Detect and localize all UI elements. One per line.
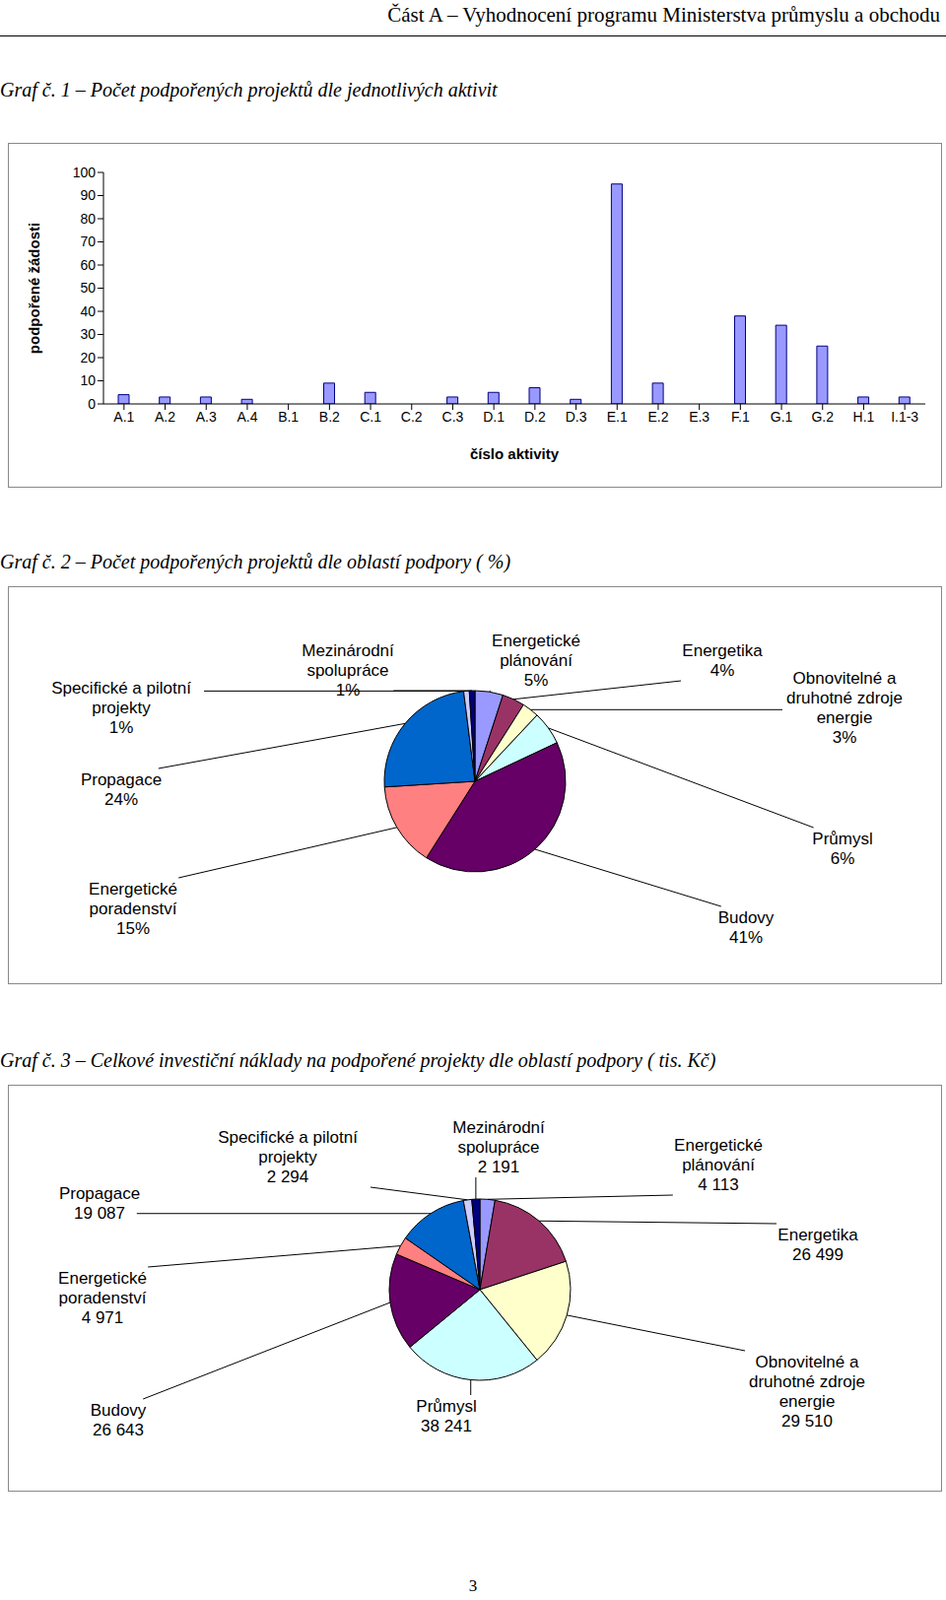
svg-text:10: 10 [79, 372, 96, 389]
svg-text:F.1: F.1 [731, 408, 750, 425]
svg-text:E.1: E.1 [607, 408, 628, 425]
svg-text:Specifické a pilotníprojekty2: Specifické a pilotníprojekty2 294 [217, 1128, 358, 1187]
svg-text:Energeticképoradenství4 971: Energeticképoradenství4 971 [58, 1269, 147, 1328]
svg-text:C.1: C.1 [359, 408, 382, 425]
svg-text:číslo aktivity: číslo aktivity [470, 445, 560, 463]
svg-text:60: 60 [79, 257, 96, 273]
svg-text:90: 90 [79, 187, 96, 203]
svg-text:D.1: D.1 [482, 408, 505, 425]
svg-text:50: 50 [79, 279, 96, 296]
svg-text:Propagace19 087: Propagace19 087 [59, 1184, 140, 1223]
svg-text:I.1-3: I.1-3 [890, 408, 919, 425]
svg-text:D.2: D.2 [524, 408, 546, 425]
html-text:Graf č. 1 – Počet podpořených: Graf č. 1 – Počet podpořených projektů d… [0, 78, 498, 101]
html-text:Graf č. 3 – Celkové investiční: Graf č. 3 – Celkové investiční náklady n… [0, 1049, 716, 1072]
svg-text:Mezinárodníspolupráce1%: Mezinárodníspolupráce1% [301, 641, 395, 700]
svg-text:G.1: G.1 [770, 408, 794, 425]
svg-text:A.2: A.2 [154, 408, 176, 425]
svg-text:A.4: A.4 [236, 408, 258, 425]
svg-text:Průmysl38 241: Průmysl38 241 [415, 1397, 476, 1436]
svg-text:H.1: H.1 [853, 408, 876, 425]
svg-text:Budovy41%: Budovy41% [718, 908, 775, 947]
html-text:Část A – Vyhodnocení programu: Část A – Vyhodnocení programu Ministerst… [387, 2, 941, 27]
svg-text:20: 20 [79, 349, 96, 366]
svg-text:E.2: E.2 [647, 408, 669, 425]
svg-text:B.1: B.1 [277, 408, 299, 425]
svg-text:D.3: D.3 [565, 408, 588, 425]
svg-text:0: 0 [87, 396, 96, 412]
svg-text:Energetika26 499: Energetika26 499 [777, 1225, 859, 1265]
svg-text:A.3: A.3 [196, 408, 217, 425]
svg-text:Specifické a pilotníprojekty1%: Specifické a pilotníprojekty1% [51, 678, 192, 738]
svg-text:E.3: E.3 [688, 408, 710, 425]
svg-text:Obnovitelné adruhotné zdrojeen: Obnovitelné adruhotné zdrojeenergie29 51… [748, 1352, 866, 1431]
svg-text:A.1: A.1 [113, 408, 135, 425]
svg-text:B.2: B.2 [319, 408, 340, 425]
svg-text:Průmysl6%: Průmysl6% [811, 829, 873, 869]
svg-text:C.2: C.2 [401, 408, 423, 425]
svg-text:40: 40 [79, 303, 96, 320]
svg-text:Mezinárodníspolupráce2 191: Mezinárodníspolupráce2 191 [452, 1118, 545, 1177]
svg-text:Energeticképoradenství15%: Energeticképoradenství15% [88, 879, 178, 939]
svg-text:Energetika4%: Energetika4% [681, 641, 763, 680]
html-text:3: 3 [468, 1576, 478, 1596]
svg-text:Propagace24%: Propagace24% [80, 770, 162, 810]
html-text:Graf č. 2 – Počet podpořených: Graf č. 2 – Počet podpořených projektů d… [0, 550, 511, 573]
svg-text:Obnovitelné adruhotné zdrojeen: Obnovitelné adruhotné zdrojeenergie3% [786, 669, 903, 747]
svg-text:C.3: C.3 [442, 408, 465, 425]
svg-text:G.2: G.2 [810, 408, 834, 425]
svg-text:Energeticképlánování4 113: Energeticképlánování4 113 [674, 1136, 763, 1195]
svg-text:70: 70 [79, 233, 96, 250]
svg-text:30: 30 [79, 326, 96, 342]
svg-text:Energeticképlánování5%: Energeticképlánování5% [491, 631, 581, 690]
svg-text:100: 100 [72, 164, 97, 181]
svg-text:podpořené žádosti: podpořené žádosti [25, 222, 43, 354]
svg-text:80: 80 [79, 210, 96, 227]
svg-text:Budovy26 643: Budovy26 643 [90, 1401, 147, 1440]
